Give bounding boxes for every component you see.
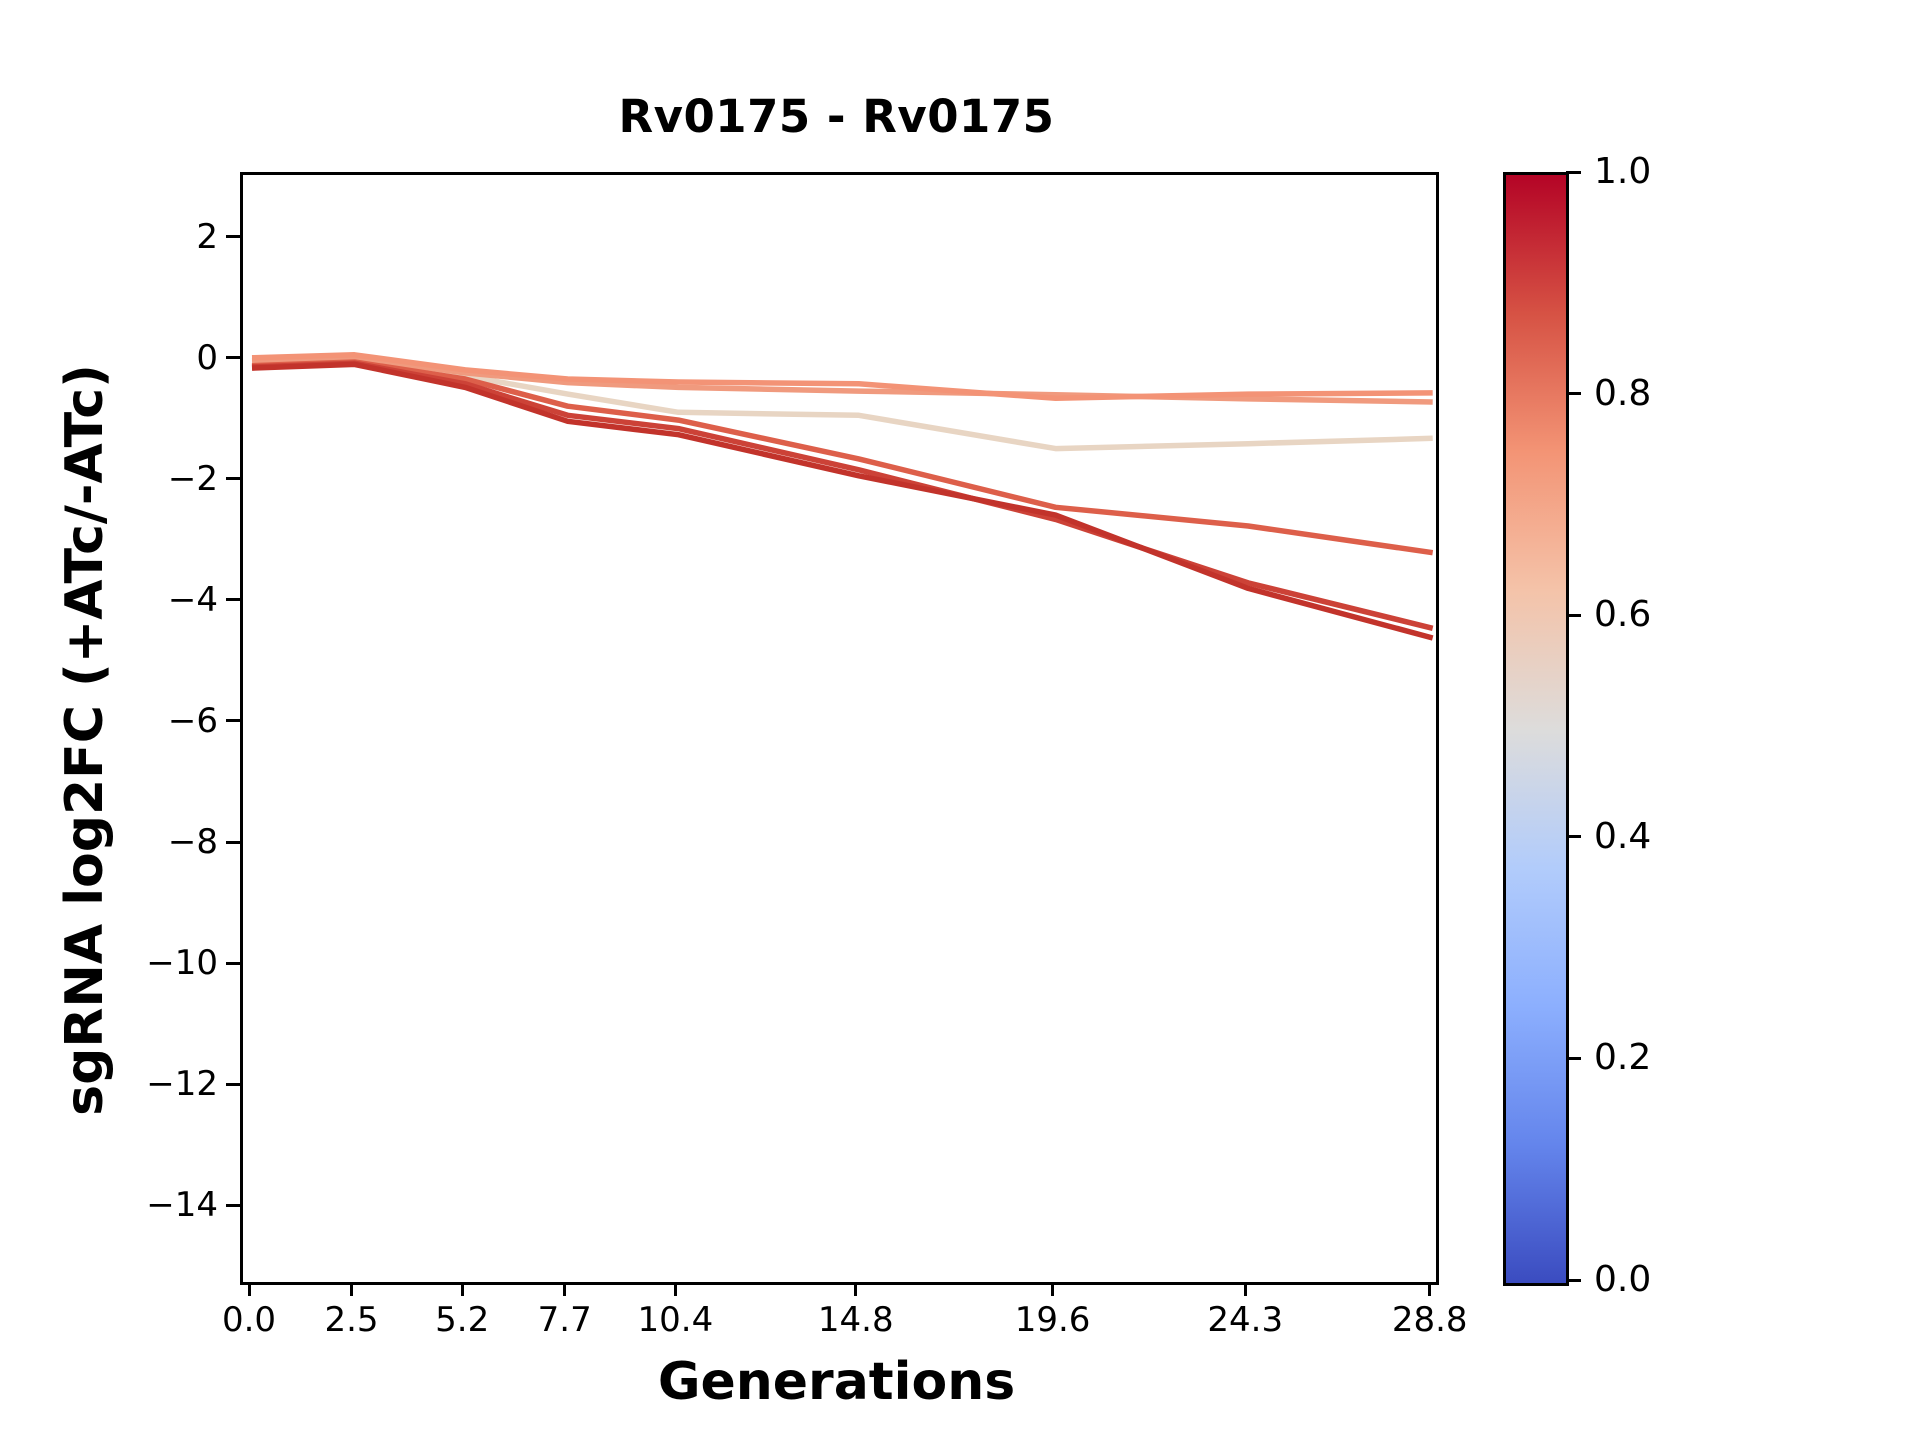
y-tick-label: 2 [196,216,218,257]
x-tick-label: 0.0 [221,1300,277,1340]
colorbar-tick-label: 0.0 [1594,1259,1652,1300]
y-tick-label: −8 [167,822,218,862]
x-tick-mark [350,1282,353,1296]
x-tick-mark [247,1282,251,1296]
y-tick-mark [226,235,240,239]
colorbar-tick-mark [1566,1278,1581,1282]
x-axis-label: Generations [657,1352,1016,1412]
colorbar [1503,172,1569,1286]
y-tick-label: −2 [167,458,218,499]
colorbar-tick-label: 0.2 [1594,1037,1652,1079]
y-tick-mark [226,356,240,360]
y-tick-label: −14 [146,1185,218,1226]
y-tick-label: 0 [196,337,218,378]
colorbar-tick-mark [1566,170,1581,174]
colorbar-tick-label: 1.0 [1594,151,1652,192]
y-tick-mark [226,598,240,602]
x-tick-label: 24.3 [1207,1300,1284,1340]
x-tick-mark [563,1282,567,1296]
colorbar-tick-mark [1566,1056,1581,1060]
x-tick-mark [673,1282,677,1296]
colorbar-tick-mark [1566,392,1581,396]
x-tick-mark [460,1282,464,1296]
x-tick-label: 10.4 [637,1300,714,1340]
y-axis-label: sgRNA log2FC (+ATc/-ATc) [55,364,115,1116]
x-tick-label: 2.5 [324,1300,379,1340]
colorbar-tick-mark [1566,613,1581,617]
y-tick-mark [226,477,240,481]
x-tick-mark [1051,1282,1055,1296]
x-tick-label: 14.8 [817,1300,894,1340]
y-tick-label: −12 [146,1064,218,1105]
y-tick-label: −4 [167,579,218,620]
colorbar-tick-label: 0.8 [1594,372,1652,414]
chart-title: Rv0175 - Rv0175 [618,90,1055,143]
y-tick-mark [226,961,240,965]
colorbar-tick-label: 0.6 [1594,594,1652,636]
y-tick-mark [226,1082,240,1086]
x-tick-mark [1428,1282,1432,1296]
y-tick-label: −6 [167,700,218,741]
series-line-sgRNA-salmon-dip [251,352,1433,402]
plot-area [240,172,1439,1285]
x-tick-mark [1243,1282,1247,1296]
y-tick-label: −10 [146,943,218,984]
x-tick-mark [854,1282,858,1296]
y-tick-mark [226,1203,240,1207]
x-tick-label: 28.8 [1391,1300,1468,1340]
series-line-sgRNA-dark-red-2 [251,361,1434,641]
x-tick-label: 7.7 [537,1300,592,1340]
colorbar-tick-mark [1566,835,1581,839]
line-series-canvas [251,352,1434,641]
y-tick-mark [226,840,240,844]
x-tick-label: 5.2 [435,1300,490,1340]
y-tick-mark [226,719,240,723]
colorbar-tick-label: 0.4 [1594,815,1652,857]
x-tick-label: 19.6 [1014,1300,1091,1340]
